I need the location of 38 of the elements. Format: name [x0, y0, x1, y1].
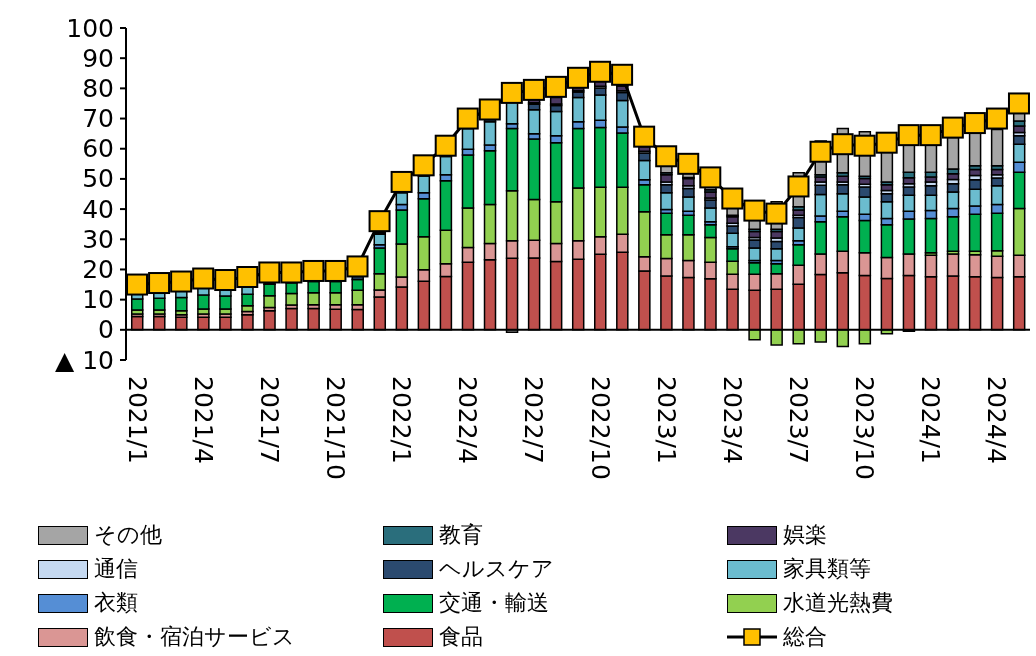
- legend-label: 総合: [783, 623, 827, 651]
- y-tick-label: 80: [82, 73, 114, 103]
- x-tick-label: 2021/10: [320, 376, 350, 480]
- legend-label: 水道光熱費: [783, 589, 893, 617]
- y-tick-label: 50: [82, 164, 114, 194]
- y-tick-label: 40: [82, 194, 114, 224]
- x-tick-label: 2022/10: [585, 376, 615, 480]
- x-tick-label: 2022/7: [519, 376, 549, 464]
- x-tick-label: 2023/4: [717, 376, 747, 464]
- y-tick-label: 90: [82, 43, 114, 73]
- x-tick-label: 2021/1: [122, 376, 152, 464]
- legend-label: 食品: [439, 623, 483, 651]
- y-tick-label: 20: [82, 254, 114, 284]
- y-tick-label: 0: [98, 315, 114, 345]
- x-tick-label: 2024/1: [916, 376, 946, 464]
- x-tick-label: 2021/4: [188, 376, 218, 464]
- legend-label: ヘルスケア: [439, 555, 554, 583]
- y-tick-label: ▲ 10: [55, 345, 114, 375]
- y-tick-label: 10: [82, 285, 114, 315]
- y-tick-label: 60: [82, 134, 114, 164]
- legend-label: 交通・輸送: [439, 589, 549, 617]
- legend-label: 飲食・宿泊サービス: [94, 623, 295, 651]
- legend-label: 娯楽: [783, 521, 827, 549]
- x-tick-label: 2021/7: [254, 376, 284, 464]
- legend-label: 家具類等: [783, 555, 871, 583]
- x-tick-label: 2024/4: [982, 376, 1012, 464]
- x-tick-label: 2023/7: [783, 376, 813, 464]
- x-tick-label: 2022/1: [387, 376, 417, 464]
- y-tick-label: 70: [82, 104, 114, 134]
- x-tick-label: 2022/4: [453, 376, 483, 464]
- legend-label: 教育: [439, 521, 483, 549]
- legend-label: 通信: [94, 555, 138, 583]
- legend-label: その他: [94, 521, 162, 549]
- y-tick-label: 30: [82, 224, 114, 254]
- y-tick-label: 100: [66, 13, 114, 43]
- legend-label: 衣類: [94, 589, 138, 617]
- x-tick-label: 2023/1: [651, 376, 681, 464]
- x-tick-label: 2023/10: [850, 376, 880, 480]
